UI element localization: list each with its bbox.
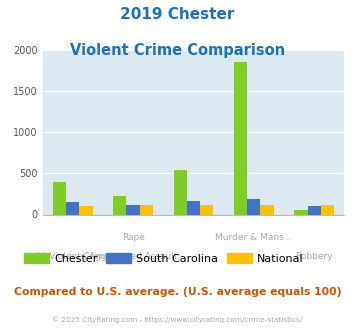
Bar [200,205,213,215]
Text: All Violent Crime: All Violent Crime [35,252,111,261]
Bar [80,206,93,214]
Text: Rape: Rape [122,233,144,242]
Bar [234,62,247,214]
Bar [247,199,261,214]
Text: Violent Crime Comparison: Violent Crime Comparison [70,43,285,58]
Bar [140,205,153,215]
Bar [187,201,200,214]
Bar [307,206,321,214]
Bar [294,210,307,215]
Bar [113,196,126,214]
Text: 2019 Chester: 2019 Chester [120,7,235,21]
Bar [53,182,66,215]
Text: Murder & Mans...: Murder & Mans... [215,233,293,242]
Legend: Chester, South Carolina, National: Chester, South Carolina, National [20,249,308,268]
Bar [321,205,334,215]
Bar [261,205,274,215]
Text: Aggravated Assault: Aggravated Assault [89,252,178,261]
Text: Compared to U.S. average. (U.S. average equals 100): Compared to U.S. average. (U.S. average … [14,287,341,297]
Bar [174,170,187,215]
Text: © 2025 CityRating.com - https://www.cityrating.com/crime-statistics/: © 2025 CityRating.com - https://www.city… [53,317,302,323]
Text: Robbery: Robbery [295,252,333,261]
Bar [66,202,80,215]
Bar [126,205,140,215]
